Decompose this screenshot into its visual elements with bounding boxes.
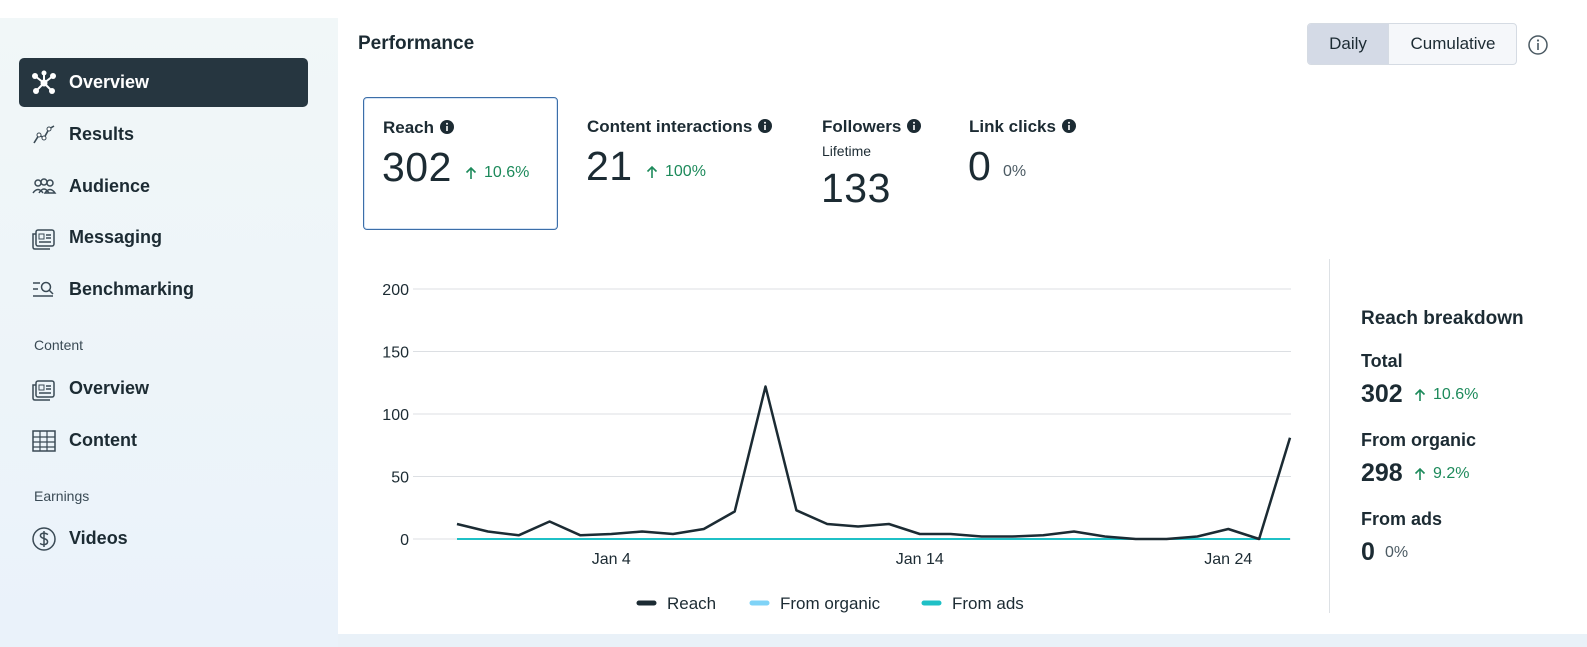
breakdown-label: From ads xyxy=(1361,509,1443,529)
change-value: 10.6% xyxy=(1433,386,1479,403)
divider xyxy=(1329,259,1330,613)
metric-value: 0 xyxy=(968,143,992,189)
icon xyxy=(32,526,56,551)
icon xyxy=(32,379,55,401)
section-title: Performance xyxy=(358,33,475,54)
legend-label: From organic xyxy=(780,594,881,613)
nav-item[interactable]: Content xyxy=(19,416,308,465)
nav-label: Content xyxy=(69,430,137,450)
legend-label: Reach xyxy=(667,594,716,613)
metric-card[interactable]: Link clicks 0 0% xyxy=(950,97,1090,228)
y-tick-label: 0 xyxy=(400,532,409,549)
nav-label: Overview xyxy=(69,72,150,92)
info-icon[interactable] xyxy=(440,120,455,134)
breakdown-value: 0 xyxy=(1361,538,1375,566)
nav-label: Overview xyxy=(69,378,150,398)
y-tick-label: 50 xyxy=(391,470,409,487)
metric-label: Followers xyxy=(822,117,922,137)
toggle-cumulative[interactable]: Cumulative xyxy=(1388,24,1517,64)
breakdown-title: Reach breakdown xyxy=(1361,308,1524,329)
change: 10.6% xyxy=(464,164,529,182)
x-tick-label: Jan 14 xyxy=(896,551,944,568)
trend-arrow xyxy=(1414,467,1426,480)
breakdown-value: 302 xyxy=(1361,380,1403,408)
toggle-daily[interactable]: Daily xyxy=(1308,24,1388,64)
metric-sublabel: Lifetime xyxy=(822,143,872,159)
x-tick-label: Jan 4 xyxy=(592,551,631,568)
nav-item[interactable]: Overview xyxy=(19,364,308,413)
nav-item[interactable]: Benchmarking xyxy=(19,265,308,314)
icon xyxy=(33,124,55,143)
nav-label: Results xyxy=(69,124,135,144)
change: 100% xyxy=(645,163,706,181)
breakdown-value: 298 xyxy=(1361,459,1403,487)
metric-value: 21 xyxy=(586,143,633,189)
y-tick-label: 200 xyxy=(382,282,409,299)
metric-label-text: Content interactions xyxy=(587,117,753,136)
metric-label: Link clicks xyxy=(969,117,1076,137)
nav-item[interactable]: Overview xyxy=(19,58,308,107)
breakdown-label: Total xyxy=(1361,351,1403,371)
line-series xyxy=(456,385,1292,541)
nav-label: Audience xyxy=(69,176,151,196)
nav-section-label: Earnings xyxy=(34,488,90,504)
change: 9.2% xyxy=(1413,465,1469,483)
trend-arrow xyxy=(1414,388,1426,401)
metric-card[interactable]: Content interactions 21 100% xyxy=(568,97,788,228)
y-tick-label: 150 xyxy=(382,345,409,362)
x-tick-label: Jan 24 xyxy=(1204,551,1252,568)
nav-section-label: Content xyxy=(34,337,84,353)
info-icon[interactable] xyxy=(758,119,773,133)
line-series xyxy=(456,385,1291,540)
icon xyxy=(32,70,56,94)
nav-label: Benchmarking xyxy=(69,279,195,299)
trend-arrow xyxy=(646,165,658,178)
change-value: 10.6% xyxy=(484,164,530,181)
change: 0% xyxy=(1003,163,1026,181)
nav-label: Videos xyxy=(69,528,128,548)
change-value: 0% xyxy=(1385,544,1409,561)
icon xyxy=(32,228,55,250)
metric-label: Reach xyxy=(383,118,455,138)
icon xyxy=(32,429,56,452)
change-value: 0% xyxy=(1003,163,1027,180)
change-value: 9.2% xyxy=(1433,465,1470,482)
change: 0% xyxy=(1385,544,1408,562)
info-icon[interactable] xyxy=(1527,34,1549,56)
change: 10.6% xyxy=(1413,386,1478,404)
metric-value: 133 xyxy=(821,165,891,211)
nav-item[interactable]: Results xyxy=(19,110,308,159)
info-icon[interactable] xyxy=(907,119,922,133)
nav-item[interactable]: Audience xyxy=(19,162,308,211)
metric-card[interactable]: Followers Lifetime 133 xyxy=(803,97,943,228)
metric-value: 302 xyxy=(382,144,452,190)
metric-label: Content interactions xyxy=(587,117,773,137)
nav-item[interactable]: Messaging xyxy=(19,213,308,262)
y-tick-label: 100 xyxy=(382,407,409,424)
metric-label-text: Followers xyxy=(822,117,902,136)
metric-card[interactable]: Reach 302 10.6% xyxy=(363,97,558,230)
top-bar xyxy=(0,0,1587,18)
icon xyxy=(32,177,57,194)
trend-arrow xyxy=(465,166,477,179)
metric-label-text: Reach xyxy=(383,118,435,137)
chart: 0 50 100 150 200 Jan 4 Jan 14 Jan 24 Reach From o… xyxy=(382,282,1292,613)
nav-label: Messaging xyxy=(69,227,163,247)
view-toggle: Daily Cumulative xyxy=(1307,23,1517,65)
main-panel: Performance xyxy=(338,18,1587,634)
change-value: 100% xyxy=(665,163,706,180)
sidebar: Overview Results Audience Messaging Benchmar… xyxy=(0,18,338,647)
nav-item[interactable]: Videos xyxy=(19,514,308,563)
metric-label-text: Link clicks xyxy=(969,117,1056,136)
info-icon[interactable] xyxy=(1061,119,1076,133)
icon xyxy=(33,281,54,297)
breakdown-label: From organic xyxy=(1361,430,1477,450)
legend-label: From ads xyxy=(952,594,1024,613)
